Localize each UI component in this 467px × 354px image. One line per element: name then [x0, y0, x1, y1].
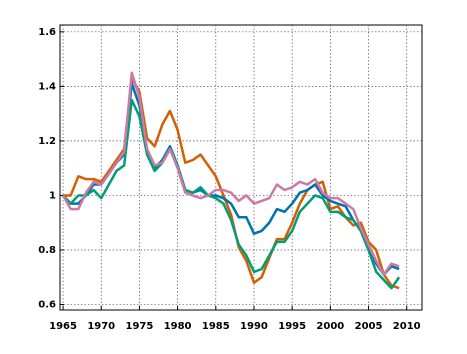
y-tick-label: 0.6 — [38, 300, 56, 311]
x-tick-label: 1990 — [240, 321, 268, 332]
x-tick-label: 1995 — [278, 321, 306, 332]
plot-frame — [59, 24, 423, 311]
x-tick-label: 1980 — [164, 321, 192, 332]
series-line — [62, 98, 401, 290]
y-tick-label: 1 — [49, 190, 56, 201]
y-tick-label: 1.6 — [38, 27, 56, 38]
series-line — [62, 82, 400, 276]
x-tick-label: 2010 — [393, 321, 421, 332]
x-tick-label: 2000 — [316, 321, 344, 332]
x-tick-label: 2005 — [355, 321, 383, 332]
x-tick-label: 1965 — [49, 321, 77, 332]
y-tick-label: 1.2 — [38, 136, 56, 147]
x-tick-label: 1975 — [126, 321, 154, 332]
y-tick-label: 1.4 — [38, 81, 56, 92]
series-line — [63, 76, 400, 290]
series-line — [61, 71, 400, 276]
y-tick-label: 0.8 — [38, 245, 56, 256]
x-tick-label: 1970 — [87, 321, 115, 332]
x-tick-label: 1985 — [202, 321, 230, 332]
